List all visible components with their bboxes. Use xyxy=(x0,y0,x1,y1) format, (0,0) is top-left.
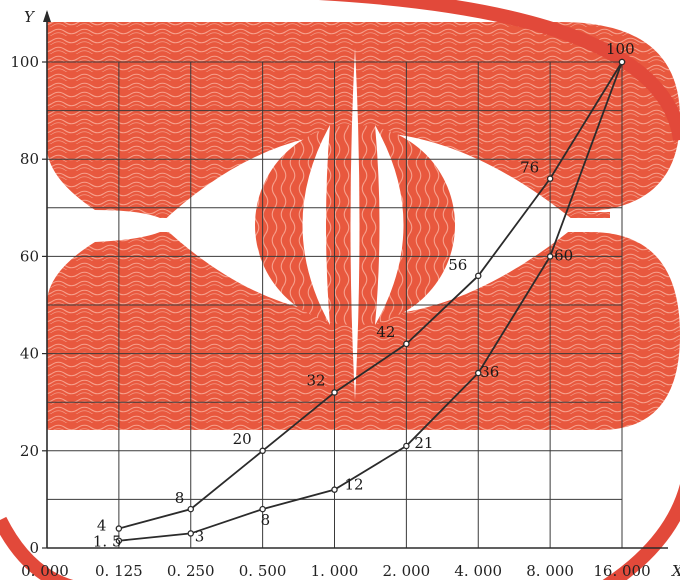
data-point xyxy=(474,369,482,377)
data-point xyxy=(474,272,482,280)
data-label: 32 xyxy=(307,371,326,389)
x-tick-label: 2. 000 xyxy=(383,562,431,580)
data-point xyxy=(546,253,554,260)
data-point xyxy=(403,442,410,450)
emblem-ring-arc xyxy=(317,0,680,142)
data-point xyxy=(187,505,194,513)
emblem-upper-band xyxy=(47,22,680,218)
data-point xyxy=(259,505,266,513)
data-point xyxy=(618,58,626,66)
data-label: 8 xyxy=(261,511,271,529)
emblem-ring-arc-lower xyxy=(0,516,74,580)
data-point xyxy=(403,340,410,348)
data-label: 20 xyxy=(233,430,252,448)
y-axis-title: Y xyxy=(24,8,36,26)
emblem-ring-arc-right xyxy=(602,483,680,580)
y-tick-label: 100 xyxy=(10,53,39,71)
y-tick-label: 80 xyxy=(20,150,39,168)
series-line-1 xyxy=(118,61,623,530)
chart-grid xyxy=(47,61,623,548)
data-point xyxy=(331,486,338,493)
emblem-pupil-right xyxy=(375,125,404,325)
data-point xyxy=(187,530,194,537)
data-label: 1. 5 xyxy=(93,533,122,551)
data-label: 8 xyxy=(175,489,185,507)
data-point xyxy=(546,175,554,182)
data-label: 3 xyxy=(195,527,205,545)
data-label: 100 xyxy=(606,40,635,58)
data-point xyxy=(115,537,123,544)
x-tick-label: 1. 000 xyxy=(311,562,359,580)
data-label: 4 xyxy=(97,517,107,535)
emblem-pupil-left xyxy=(302,125,330,325)
data-label: 21 xyxy=(414,434,433,452)
series-line-2 xyxy=(118,61,623,542)
emblem-spike xyxy=(350,48,360,400)
data-label: 12 xyxy=(345,476,364,494)
chart-point-labels: 4 8 20 32 42 56 76 100 1. 5 3 8 12 21 36 60 xyxy=(93,40,635,551)
data-label: 60 xyxy=(554,246,573,264)
emblem-lower-band xyxy=(47,232,680,430)
x-tick-label: 0. 125 xyxy=(95,562,143,580)
y-axis-arrow xyxy=(43,10,51,22)
x-tick-label: 0. 250 xyxy=(167,562,215,580)
x-tick-label: 4. 000 xyxy=(454,562,502,580)
data-label: 76 xyxy=(520,159,539,177)
x-axis-title: X xyxy=(671,562,680,580)
data-point xyxy=(115,525,123,532)
data-label: 56 xyxy=(448,256,467,274)
data-point xyxy=(331,389,338,396)
y-tick-label: 60 xyxy=(20,247,39,265)
chart-series xyxy=(115,58,626,544)
chart-axes: 0 20 40 60 80 100 0. 000 0. 125 0. 250 0. 500 1. 0… xyxy=(10,10,668,580)
x-tick-label: 8. 000 xyxy=(526,562,574,580)
data-point xyxy=(259,447,266,455)
y-tick-label: 0 xyxy=(29,539,39,557)
data-label: 42 xyxy=(376,323,395,341)
y-tick-label: 40 xyxy=(20,345,39,363)
y-tick-label: 20 xyxy=(20,442,39,460)
data-label: 36 xyxy=(480,363,499,381)
x-tick-label: 16. 000 xyxy=(593,562,650,580)
x-tick-label: 0. 500 xyxy=(239,562,287,580)
x-tick-label: 0. 000 xyxy=(21,562,69,580)
